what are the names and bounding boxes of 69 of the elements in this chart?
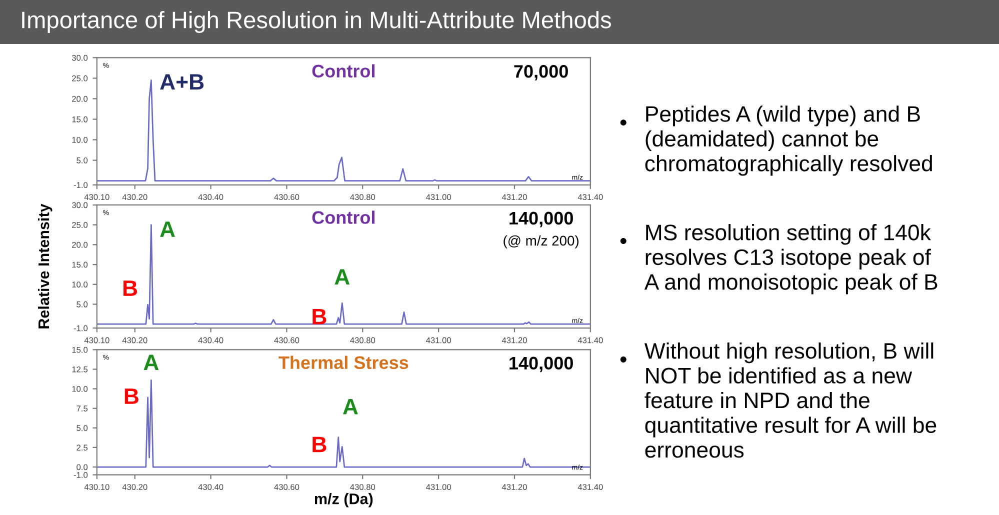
x-tick-label: 430.10 [84,484,110,490]
annotation: B [123,280,138,296]
y-tick-label: 15.0 [72,262,88,268]
annotation: A [343,398,358,414]
x-tick-label: 430.20 [122,337,148,344]
x-tick-label: 431.20 [502,194,527,200]
y-tick-label: 20.0 [72,96,88,102]
x-tick-label: 431.00 [426,194,451,200]
line-series [96,379,590,468]
text: Without high resolution, B will NOT be identified as a new feature in NPD and the quantitative result for A will be erroneous [644,342,936,458]
x-tick-label: 430.60 [274,484,300,490]
text: Importance of High Resolution in Multi-Attribute Methods [22,10,611,34]
y-tick-label: 25.0 [72,75,88,82]
x-tick-label: 430.80 [350,194,376,200]
x-tick-label: 430.40 [198,484,224,490]
annotation: 140,000 [510,212,573,228]
y-tick-label: 0.0 [76,464,88,470]
x-tick-label: 431.00 [426,484,451,490]
y-tick-label: 7.5 [76,406,88,412]
x-tick-label: 430.20 [122,194,148,200]
annotation: A [144,354,159,370]
x-tick-label: 431.40 [578,337,603,344]
annotation: B [124,388,138,404]
y-tick-label: 10.0 [72,386,88,392]
x-tick-label: 431.20 [502,337,527,344]
y-axis-title: Relative Intensity [38,204,52,328]
x-tick-label: 431.40 [578,484,603,490]
y-tick-label: 5.0 [76,301,88,308]
x-tick-label: 431.20 [502,484,527,490]
annotation: 70,000 [514,65,568,80]
x-tick-label: 431.00 [426,337,451,344]
x-tick-label: 430.20 [122,484,148,490]
x-tick-label: 430.40 [198,194,224,200]
y-tick-label: 10.0 [72,136,88,143]
y-tick-label: 15.0 [72,116,88,122]
x-tick-label: 430.80 [350,484,376,490]
annotation: A [334,269,350,285]
annotation: A [160,222,175,237]
y-tick-label: 15.0 [72,346,88,353]
y-tick-label: 5.0 [76,157,88,164]
y-tick-label: 5.0 [76,425,88,431]
x-tick-label: 430.60 [274,194,300,200]
text: Peptides A (wild type) and B (deamidated) cannot be chromatographically resolved [645,106,932,176]
annotation: B [312,308,326,324]
y-tick-label: 10.0 [72,282,88,288]
y-tick-label: -1.0 [74,182,88,188]
chart-title: Thermal Stress [278,356,408,370]
x-tick-label: 430.10 [84,337,110,344]
y-tick-label: 20.0 [72,242,88,248]
annotation: B [312,436,326,452]
chart-title: Control [312,64,374,78]
y-tick-label: 12.5 [72,366,88,372]
y-tick-label: -1.0 [74,472,88,478]
x-tick-label: 430.10 [84,194,110,200]
y-tick-label: 30.0 [72,202,88,208]
x-tick-label: 431.40 [578,194,603,200]
annotation: 140,000 [510,356,573,372]
annotation: A+B [160,74,204,90]
y-tick-label: 30.0 [72,54,88,61]
chart-title: Control [312,210,374,224]
text: MS resolution setting of 140k resolves C13 isotope peak of A and monoisotopic peak of B [644,224,938,294]
annotation: (@ m/z 200) [504,235,579,248]
y-tick-label: -1.0 [74,325,88,332]
x-tick-label: 430.80 [350,337,376,344]
y-tick-label: 2.5 [76,444,88,451]
x-tick-label: 430.40 [198,337,224,344]
y-tick-label: 25.0 [72,222,88,228]
x-axis-title: m/z (Da) [314,493,373,508]
x-tick-label: 430.60 [274,337,300,344]
